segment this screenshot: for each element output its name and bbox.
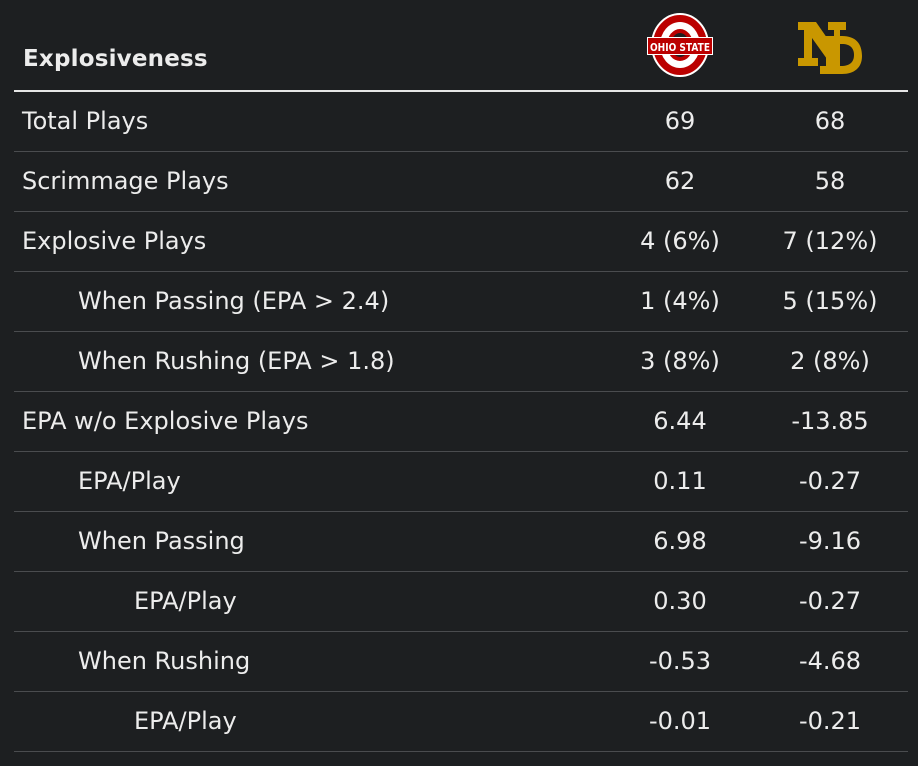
row-label: EPA w/o Explosive Plays (22, 407, 309, 435)
ohio-state-value: -0.53 (648, 647, 712, 675)
table-row: Scrimmage Plays 62 58 (14, 152, 908, 212)
notre-dame-value: -0.21 (798, 707, 862, 735)
notre-dame-value: -9.16 (798, 527, 862, 555)
table-row: When Passing (EPA > 2.4) 1 (4%) 5 (15%) (14, 272, 908, 332)
svg-text:OHIO STATE: OHIO STATE (650, 41, 710, 54)
row-label: Explosive Plays (22, 227, 207, 255)
ohio-state-value: 4 (6%) (640, 227, 720, 255)
ohio-state-value: 6.98 (653, 527, 707, 555)
notre-dame-value: -0.27 (798, 587, 862, 615)
table-row: When Rushing -0.53 -4.68 (14, 632, 908, 692)
row-label: EPA/Play (134, 587, 237, 615)
ohio-state-value: 69 (664, 107, 696, 135)
notre-dame-value: 68 (814, 107, 846, 135)
ohio-state-value: 1 (4%) (640, 287, 720, 315)
notre-dame-value: -13.85 (791, 407, 869, 435)
notre-dame-value: -0.27 (798, 467, 862, 495)
notre-dame-value: 5 (15%) (782, 287, 878, 315)
row-label: When Rushing (EPA > 1.8) (78, 347, 395, 375)
table-row: Explosive Plays 4 (6%) 7 (12%) (14, 212, 908, 272)
ohio-state-value: 0.30 (653, 587, 707, 615)
notre-dame-value: -4.68 (798, 647, 862, 675)
table-row: EPA/Play 0.11 -0.27 (14, 452, 908, 512)
table-header: Explosiveness OHIO STATE (14, 0, 908, 92)
table-row: EPA/Play 0.30 -0.27 (14, 572, 908, 632)
table-row: When Rushing (EPA > 1.8) 3 (8%) 2 (8%) (14, 332, 908, 392)
ohio-state-value: -0.01 (648, 707, 712, 735)
ohio-state-value: 62 (664, 167, 696, 195)
row-label: Scrimmage Plays (22, 167, 229, 195)
row-label: When Rushing (78, 647, 251, 675)
notre-dame-value: 7 (12%) (782, 227, 878, 255)
table-row: EPA w/o Explosive Plays 6.44 -13.85 (14, 392, 908, 452)
row-label: EPA/Play (78, 467, 181, 495)
table-body: Total Plays 69 68 Scrimmage Plays 62 58 Explos… (14, 92, 908, 752)
ohio-state-value: 0.11 (653, 467, 707, 495)
table-title: Explosiveness (23, 46, 208, 72)
row-label: When Passing (EPA > 2.4) (78, 287, 390, 315)
notre-dame-value: 58 (814, 167, 846, 195)
row-label: EPA/Play (134, 707, 237, 735)
table-row: When Passing 6.98 -9.16 (14, 512, 908, 572)
ohio-state-logo-icon: OHIO STATE (647, 13, 713, 77)
table-row: Total Plays 69 68 (14, 92, 908, 152)
ohio-state-value: 6.44 (653, 407, 707, 435)
notre-dame-value: 2 (8%) (790, 347, 870, 375)
explosiveness-table: Explosiveness OHIO STATE Total Plays 69 68… (14, 0, 908, 752)
row-label: When Passing (78, 527, 245, 555)
table-row: EPA/Play -0.01 -0.21 (14, 692, 908, 752)
row-label: Total Plays (22, 107, 149, 135)
notre-dame-logo-icon (798, 22, 862, 74)
ohio-state-value: 3 (8%) (640, 347, 720, 375)
